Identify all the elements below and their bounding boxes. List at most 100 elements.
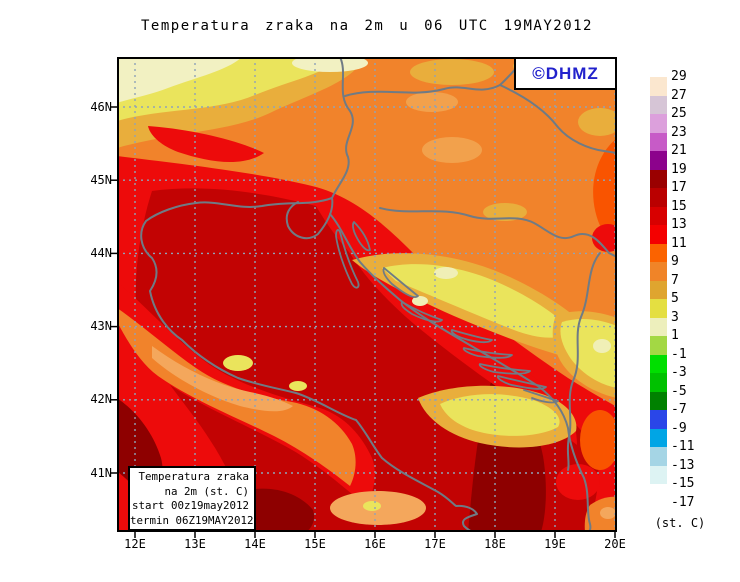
colorbar-swatch: [650, 243, 667, 262]
axis-ticks: [110, 106, 616, 538]
herzegovina-yellow: [440, 394, 560, 436]
colorbar-swatch: [650, 354, 667, 373]
colorbar-swatch: [650, 484, 667, 503]
colorbar-swatch: [650, 410, 667, 429]
dalmatian-islands-outlines: [335, 221, 559, 404]
longitude-label: 14E: [244, 537, 266, 551]
colorbar-swatch: [650, 428, 667, 447]
colorbar-label: 29: [671, 69, 687, 84]
dhmz-logo-text: ©DHMZ: [532, 63, 599, 83]
colorbar-label: -1: [671, 346, 687, 362]
colorbar-label: 23: [671, 124, 687, 140]
northeast-border: [499, 84, 616, 154]
legend-line: start 00z19may2012: [131, 499, 249, 513]
map-legend-box: Temperatura zraka na 2m (st. C) start 00z1…: [128, 466, 256, 531]
longitude-axis-labels: 12E 13E 14E 15E 16E 17E 18E 19E 20E: [105, 537, 645, 551]
colorbar-swatch: [650, 280, 667, 299]
colorbar-label: -15: [671, 476, 695, 491]
colorbar-label: 11: [671, 235, 687, 251]
bottom-maroon-blob: [246, 488, 315, 531]
montenegro-orangered: [580, 410, 616, 470]
colorbar-swatch: [650, 114, 667, 133]
colorbar-swatch: [650, 132, 667, 151]
colorbar-label: 1: [671, 328, 679, 343]
colorbar-swatch: [650, 465, 667, 484]
italy-coastline: [140, 197, 478, 531]
colorbar-label: 3: [671, 309, 679, 325]
colorbar-label: -13: [671, 457, 695, 473]
longitude-label: 13E: [184, 537, 206, 551]
amber-patch: [578, 108, 616, 136]
colorbar-label: -5: [671, 383, 687, 399]
temperature-map: [110, 57, 617, 538]
pale-spot: [292, 58, 368, 72]
colorbar-label: 27: [671, 87, 687, 103]
legend-line: Temperatura zraka: [138, 470, 249, 483]
colorbar-label: -7: [671, 402, 687, 417]
latitude-label: 45N: [90, 172, 112, 187]
latitude-axis-labels: 46N 45N 44N 43N 42N 41N: [75, 70, 112, 509]
map-title: Temperatura zraka na 2m u 06 UTC 19MAY20…: [140, 18, 593, 34]
amber-patch: [406, 92, 458, 112]
longitude-label: 20E: [604, 537, 626, 551]
slovenia-border: [331, 58, 354, 199]
colorbar-label: -9: [671, 420, 687, 436]
colorbar-swatch: [650, 373, 667, 392]
colorbar-label: 13: [671, 217, 687, 232]
cream-corner: [118, 58, 241, 103]
colorbar-swatch: [650, 447, 667, 466]
latitude-label: 43N: [90, 319, 112, 334]
colorbar-label: 15: [671, 198, 687, 214]
colorbar-swatch: [650, 262, 667, 281]
legend-line: na 2m (st. C): [164, 484, 249, 498]
italy-land-regions: [118, 282, 426, 525]
east-border: [566, 252, 601, 471]
pale-spot: [412, 296, 428, 306]
colorbar-swatches: [650, 77, 667, 503]
colorbar-swatch: [650, 299, 667, 318]
colorbar-swatch: [650, 188, 667, 207]
bosnia-yellow: [382, 264, 572, 338]
latitude-label: 42N: [90, 392, 112, 407]
colorbar-labels: 29 27 25 23 21 19 17 15 13 11 9 7 5 3 1 -1 -3 -5 -7 -9 -11 -1…: [671, 68, 694, 512]
northwest-red-tongue: [148, 126, 264, 163]
coastlines-and-borders: [140, 58, 616, 531]
colorbar-swatch: [650, 317, 667, 336]
map-frame: [117, 57, 617, 532]
colorbar-swatch: [650, 169, 667, 188]
longitude-label: 12E: [124, 537, 146, 551]
legend-line: termin 06Z19MAY2012: [130, 513, 254, 527]
amber-patch: [483, 203, 527, 221]
north-border: [344, 58, 528, 97]
yellow-spot: [363, 501, 381, 511]
colorbar-swatch: [650, 95, 667, 114]
colorbar-unit-label: (st. C): [654, 516, 706, 530]
yellow-spot: [289, 381, 307, 391]
amber-patch: [410, 59, 494, 85]
croatia-coastline: [285, 197, 592, 531]
latitude-label: 44N: [90, 245, 112, 260]
pale-spot: [434, 267, 458, 279]
colorbar-label: -11: [671, 439, 695, 454]
longitude-label: 17E: [424, 537, 446, 551]
colorbar-label: -3: [671, 365, 687, 380]
colorbar-label: 5: [671, 291, 679, 306]
apennine-amber-ridge: [152, 346, 293, 412]
colorbar-swatch: [650, 391, 667, 410]
colorbar-label: 9: [671, 254, 679, 269]
colorbar-label: 25: [671, 106, 687, 121]
longitude-label: 16E: [364, 537, 386, 551]
colorbar-label: 19: [671, 161, 687, 177]
colorbar-swatch: [650, 225, 667, 244]
northeast-orangered: [593, 138, 616, 252]
colorbar-label: 21: [671, 143, 687, 158]
east-edge-yellow: [560, 319, 616, 388]
colorbar-label: -17: [671, 494, 695, 510]
east-yellow-regions: [352, 253, 616, 448]
amber-patch: [422, 137, 482, 163]
longitude-label: 18E: [484, 537, 506, 551]
colorbar-swatch: [650, 206, 667, 225]
dhmz-logo-box: ©DHMZ: [514, 57, 617, 90]
pale-spot: [593, 339, 611, 353]
